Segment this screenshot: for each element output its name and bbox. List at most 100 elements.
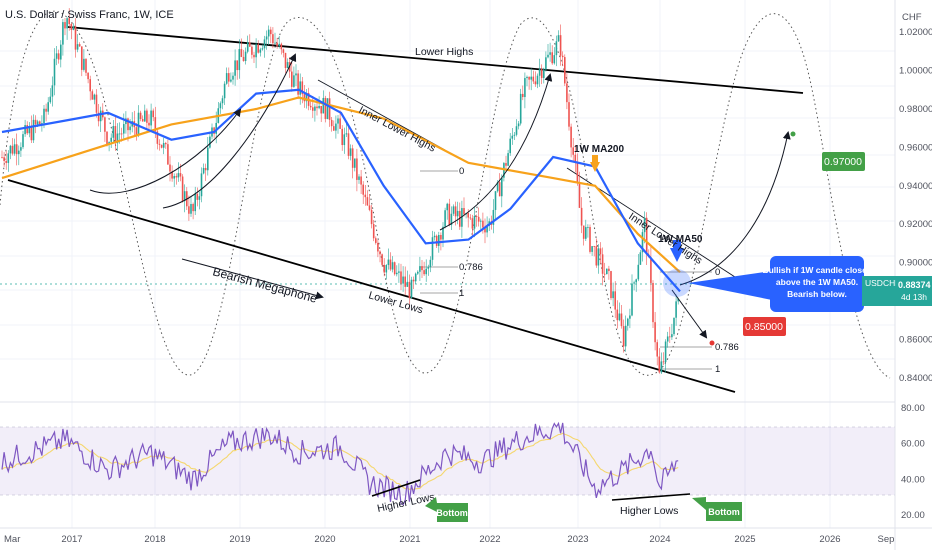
candle-body xyxy=(34,119,37,125)
price-tick-label[interactable]: 0.84000 xyxy=(899,373,932,384)
candle-body xyxy=(32,119,35,141)
candle-body xyxy=(456,210,459,217)
candle-body xyxy=(68,18,70,25)
candle-body xyxy=(141,119,144,122)
price-tick-label[interactable]: 0.94000 xyxy=(899,181,932,192)
candle-body xyxy=(41,123,43,125)
candle-body xyxy=(335,123,337,131)
price-tick-label[interactable]: 0.92000 xyxy=(899,219,932,230)
candle-body xyxy=(152,110,154,118)
time-tick-label[interactable]: Mar xyxy=(4,534,20,545)
candle-body xyxy=(146,110,148,123)
candle-body xyxy=(433,235,436,238)
candle-body xyxy=(53,58,56,86)
candle-body xyxy=(13,144,16,154)
time-tick-label[interactable]: 2025 xyxy=(734,534,755,545)
candle-body xyxy=(15,144,18,155)
candle-body xyxy=(49,96,52,103)
price-tick-label[interactable]: 0.90000 xyxy=(899,258,932,269)
rsi-tick-label[interactable]: 20.00 xyxy=(901,510,925,521)
candle-body xyxy=(383,264,385,273)
price-tick-label[interactable]: 0.96000 xyxy=(899,142,932,153)
target-up-box xyxy=(822,152,865,171)
bottom-label-left: Bottom xyxy=(436,508,468,518)
time-tick-label[interactable]: 2023 xyxy=(567,534,588,545)
callout-line-3: Bearish below. xyxy=(787,289,847,299)
projection-arrow-down xyxy=(671,289,708,339)
rsi-tick-label[interactable]: 80.00 xyxy=(901,403,925,414)
candle-body xyxy=(114,126,117,144)
candle-body xyxy=(309,105,312,108)
time-tick-label[interactable]: 2021 xyxy=(399,534,420,545)
candle-body xyxy=(585,227,587,239)
time-tick-label[interactable]: 2017 xyxy=(61,534,82,545)
candle-body xyxy=(57,53,60,60)
candle-body xyxy=(190,203,192,214)
candle-body xyxy=(253,54,255,58)
rsi-axis-ticks[interactable]: 80.00 60.00 40.00 20.00 xyxy=(901,403,925,521)
price-tick-label[interactable]: 1.02000 xyxy=(899,27,932,38)
candle-body xyxy=(112,126,115,138)
candle-body xyxy=(64,22,66,29)
candle-body xyxy=(612,291,614,299)
candle-body xyxy=(11,145,14,154)
candle-body xyxy=(675,301,677,318)
candle-body xyxy=(106,131,108,145)
candle-body xyxy=(183,191,186,202)
candle-body xyxy=(349,148,352,156)
candle-body xyxy=(150,110,152,126)
lower-highs-trendline xyxy=(67,26,804,94)
candle-body xyxy=(246,42,249,52)
candle-body xyxy=(658,356,661,373)
candle-body xyxy=(398,271,400,273)
candle-body xyxy=(165,143,167,145)
candle-body xyxy=(72,26,75,30)
candle-body xyxy=(421,266,423,271)
candle-body xyxy=(677,298,679,302)
candle-body xyxy=(202,167,205,174)
currency-label: CHF xyxy=(902,12,922,23)
price-axis-ticks[interactable]: 1.02000 1.00000 0.98000 0.96000 0.94000 0.920… xyxy=(899,27,932,384)
candle-body xyxy=(362,184,364,195)
candle-body xyxy=(297,73,299,95)
candle-body xyxy=(225,73,228,84)
candle-body xyxy=(284,52,287,68)
candle-body xyxy=(551,52,553,64)
candle-body xyxy=(251,46,253,55)
rsi-tick-label[interactable]: 40.00 xyxy=(901,474,925,485)
time-tick-label[interactable]: 2020 xyxy=(314,534,335,545)
price-tick-label[interactable]: 0.98000 xyxy=(899,104,932,115)
candle-body xyxy=(83,58,85,70)
rsi-tick-label[interactable]: 60.00 xyxy=(901,439,925,450)
candle-body xyxy=(517,123,520,127)
candle-body xyxy=(244,51,247,62)
candle-body xyxy=(473,216,476,229)
time-tick-label[interactable]: 2026 xyxy=(819,534,840,545)
candle-body xyxy=(242,56,245,62)
candle-body xyxy=(549,52,551,55)
time-tick-label[interactable]: 2019 xyxy=(229,534,250,545)
time-axis-ticks[interactable]: Mar 2017 2018 2019 2020 2021 2022 2023 2024 2025 2… xyxy=(4,534,894,545)
candle-body xyxy=(616,309,619,321)
candle-body xyxy=(513,134,516,136)
candle-body xyxy=(627,318,629,326)
candle-body xyxy=(207,147,209,171)
time-tick-label[interactable]: 2024 xyxy=(649,534,670,545)
time-tick-label[interactable]: Sep xyxy=(878,534,895,545)
price-tick-label[interactable]: 0.86000 xyxy=(899,334,932,345)
time-tick-label[interactable]: 2022 xyxy=(479,534,500,545)
candle-body xyxy=(631,283,633,316)
candle-body xyxy=(175,176,178,178)
higher-lows-line-left xyxy=(371,479,421,497)
candle-body xyxy=(406,281,409,287)
time-tick-label[interactable]: 2018 xyxy=(144,534,165,545)
candle-body xyxy=(39,121,41,125)
candle-body xyxy=(429,259,432,268)
callout-box xyxy=(770,256,864,312)
candle-body xyxy=(295,73,297,76)
candle-body xyxy=(209,136,211,148)
candle-body xyxy=(173,176,175,179)
price-tick-label[interactable]: 1.00000 xyxy=(899,66,932,77)
fib-zero-right: 0 xyxy=(715,267,720,278)
candle-body xyxy=(417,271,419,274)
